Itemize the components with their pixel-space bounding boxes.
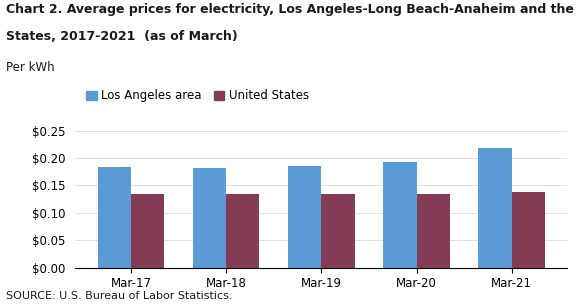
Bar bbox=[98, 167, 131, 268]
Bar bbox=[131, 194, 164, 268]
Bar bbox=[512, 192, 545, 268]
Bar bbox=[478, 148, 512, 268]
Text: SOURCE: U.S. Bureau of Labor Statistics.: SOURCE: U.S. Bureau of Labor Statistics. bbox=[6, 291, 232, 301]
Bar bbox=[383, 162, 416, 268]
Bar bbox=[416, 194, 450, 268]
Legend: Los Angeles area, United States: Los Angeles area, United States bbox=[81, 85, 314, 107]
Text: States, 2017-2021  (as of March): States, 2017-2021 (as of March) bbox=[6, 30, 237, 43]
Bar bbox=[321, 194, 355, 268]
Bar bbox=[226, 194, 259, 268]
Bar bbox=[288, 166, 321, 268]
Bar bbox=[193, 168, 226, 268]
Text: Per kWh: Per kWh bbox=[6, 61, 54, 74]
Text: Chart 2. Average prices for electricity, Los Angeles-Long Beach-Anaheim and the : Chart 2. Average prices for electricity,… bbox=[6, 3, 579, 16]
